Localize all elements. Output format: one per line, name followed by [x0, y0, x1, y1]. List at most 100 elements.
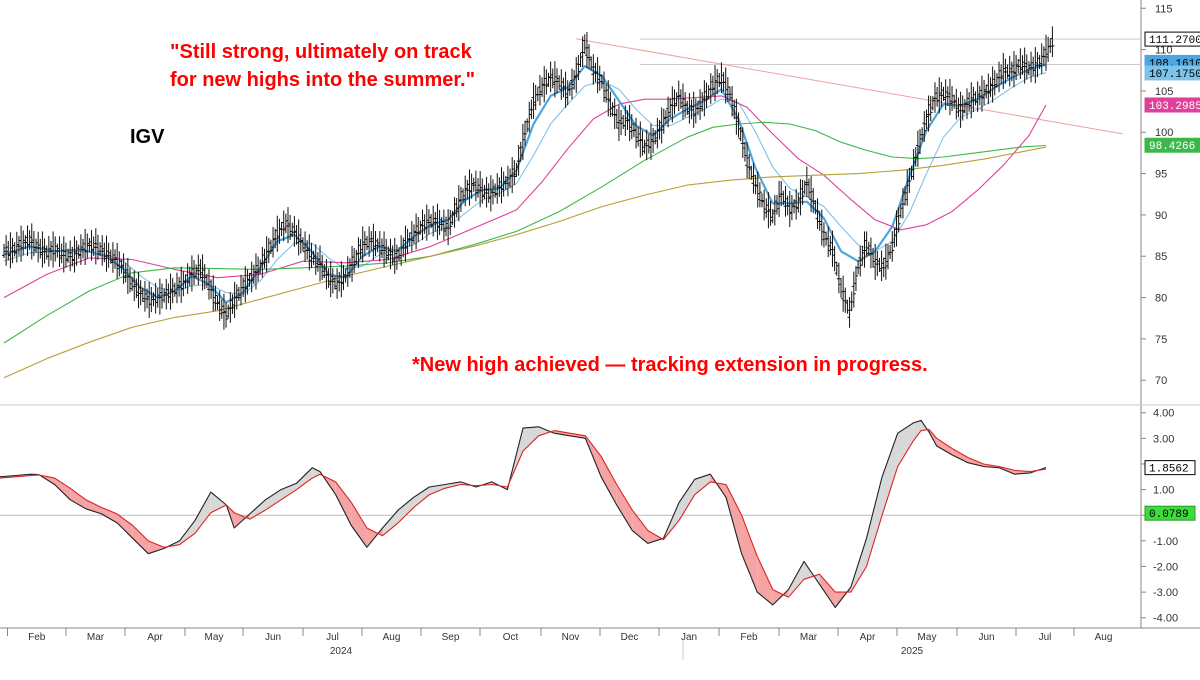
- ticker-label: IGV: [130, 126, 165, 148]
- y-tick-label: 100: [1155, 127, 1173, 139]
- value-badge: [1144, 31, 1200, 47]
- oscillator-panel: -4.00-3.00-2.00-1.001.002.003.004.001.85…: [0, 408, 1196, 625]
- osc-fill: [148, 540, 164, 554]
- macd-line: [0, 419, 1047, 609]
- osc-fill: [936, 438, 953, 455]
- month-label: Mar: [87, 632, 105, 643]
- y-tick-label: 110: [1155, 45, 1173, 57]
- osc-fill: [398, 497, 414, 523]
- y-tick-label: 80: [1155, 293, 1167, 305]
- month-label: Aug: [383, 632, 401, 643]
- osc-tick-label: 1.00: [1153, 485, 1174, 497]
- moving-average-line-1: [3, 63, 1047, 304]
- value-badge-label: 111.2700: [1149, 35, 1200, 47]
- osc-value-badge: [1144, 505, 1196, 521]
- y-tick-label: 115: [1155, 3, 1173, 15]
- osc-fill: [335, 481, 352, 526]
- osc-fill: [70, 488, 86, 509]
- osc-fill: [179, 520, 196, 545]
- osc-fill: [694, 474, 711, 495]
- osc-fill: [265, 489, 281, 511]
- annotation-top-line2: for new highs into the summer.": [170, 69, 475, 91]
- osc-fill: [952, 448, 968, 463]
- month-label: Dec: [621, 632, 639, 643]
- moving-average-line-2: [3, 72, 1047, 295]
- osc-fill: [312, 467, 320, 479]
- month-label: Jul: [326, 632, 339, 643]
- month-label: Aug: [1095, 632, 1113, 643]
- month-label: Sep: [442, 632, 460, 643]
- osc-fill: [679, 479, 695, 521]
- month-label: Apr: [147, 632, 163, 643]
- month-label: Oct: [503, 632, 519, 643]
- y-tick-label: 70: [1155, 375, 1167, 387]
- osc-fill: [413, 487, 430, 508]
- year-label: 2024: [330, 646, 353, 657]
- osc-fill: [281, 483, 297, 500]
- value-badge: [1144, 65, 1200, 81]
- osc-fill: [882, 433, 898, 516]
- y-tick-label: 85: [1155, 251, 1167, 263]
- osc-fill: [538, 426, 555, 436]
- osc-fill: [601, 456, 617, 505]
- osc-value-badge-label: 1.8562: [1149, 464, 1189, 476]
- osc-fill: [195, 492, 211, 534]
- month-label: Feb: [28, 632, 46, 643]
- signal-line: [0, 428, 1047, 598]
- value-badge: [1144, 97, 1200, 113]
- month-label: Mar: [800, 632, 818, 643]
- y-tick-label: 90: [1155, 210, 1167, 222]
- osc-fill: [741, 515, 758, 593]
- time-axis: Feb Mar Apr May Jun Jul Aug Sep Oct Nov Dec Jan Feb M…: [0, 627, 1200, 660]
- month-label: May: [918, 632, 937, 643]
- osc-fill: [967, 457, 984, 467]
- annotation-bottom: *New high achieved — tracking extension …: [412, 354, 928, 376]
- osc-fill: [429, 484, 445, 495]
- osc-fill: [54, 478, 71, 500]
- osc-fill: [913, 420, 922, 441]
- osc-fill: [726, 484, 742, 554]
- osc-fill: [101, 507, 118, 523]
- osc-fill: [647, 530, 664, 544]
- osc-tick-label: -3.00: [1153, 587, 1178, 599]
- month-label: Apr: [860, 632, 876, 643]
- moving-average-line-3: [3, 95, 1047, 299]
- osc-fill: [351, 502, 367, 548]
- osc-fill: [85, 499, 102, 514]
- price-panel: 707580859095100105110115111.2700108.1610…: [0, 0, 1200, 628]
- osc-fill: [382, 510, 399, 536]
- value-badge: [1144, 137, 1200, 153]
- osc-fill: [296, 467, 313, 490]
- osc-tick-label: 4.00: [1153, 408, 1174, 420]
- osc-fill: [249, 499, 266, 520]
- osc-fill: [897, 422, 914, 467]
- month-label: Jul: [1039, 632, 1052, 643]
- annotation-top-line1: "Still strong, ultimately on track: [170, 41, 473, 63]
- osc-value-badge-label: 0.0789: [1149, 509, 1189, 521]
- trendline: [576, 38, 1123, 135]
- y-tick-label: 95: [1155, 169, 1167, 181]
- month-label: Nov: [562, 632, 580, 643]
- osc-value-badge: [1144, 460, 1196, 476]
- month-label: Jun: [978, 632, 994, 643]
- osc-fill: [788, 561, 804, 598]
- osc-fill: [210, 492, 227, 513]
- osc-tick-label: -4.00: [1153, 613, 1178, 625]
- value-badge-label: 103.2985: [1149, 101, 1200, 113]
- osc-fill: [554, 430, 570, 436]
- value-badge-label: 98.4266: [1149, 141, 1195, 153]
- osc-tick-label: 3.00: [1153, 433, 1174, 445]
- month-label: Feb: [740, 632, 758, 643]
- y-tick-label: 105: [1155, 86, 1173, 98]
- year-label: 2025: [901, 646, 924, 657]
- osc-fill: [866, 476, 883, 567]
- moving-average-line-5: [3, 146, 1047, 379]
- osc-fill: [569, 433, 586, 439]
- osc-fill: [757, 556, 773, 605]
- osc-fill: [132, 525, 149, 554]
- osc-fill: [444, 481, 461, 489]
- month-label: Jan: [681, 632, 697, 643]
- month-label: Jun: [265, 632, 281, 643]
